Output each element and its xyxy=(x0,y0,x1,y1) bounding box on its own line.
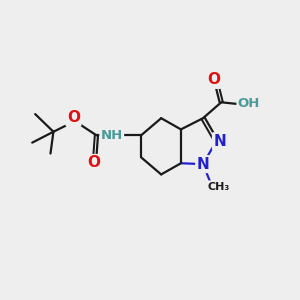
Text: OH: OH xyxy=(238,97,260,110)
Text: N: N xyxy=(213,134,226,149)
Text: O: O xyxy=(87,155,100,170)
Text: N: N xyxy=(196,157,209,172)
Text: O: O xyxy=(67,110,80,125)
Text: NH: NH xyxy=(100,129,123,142)
Text: CH₃: CH₃ xyxy=(207,182,230,191)
Text: O: O xyxy=(207,72,220,87)
